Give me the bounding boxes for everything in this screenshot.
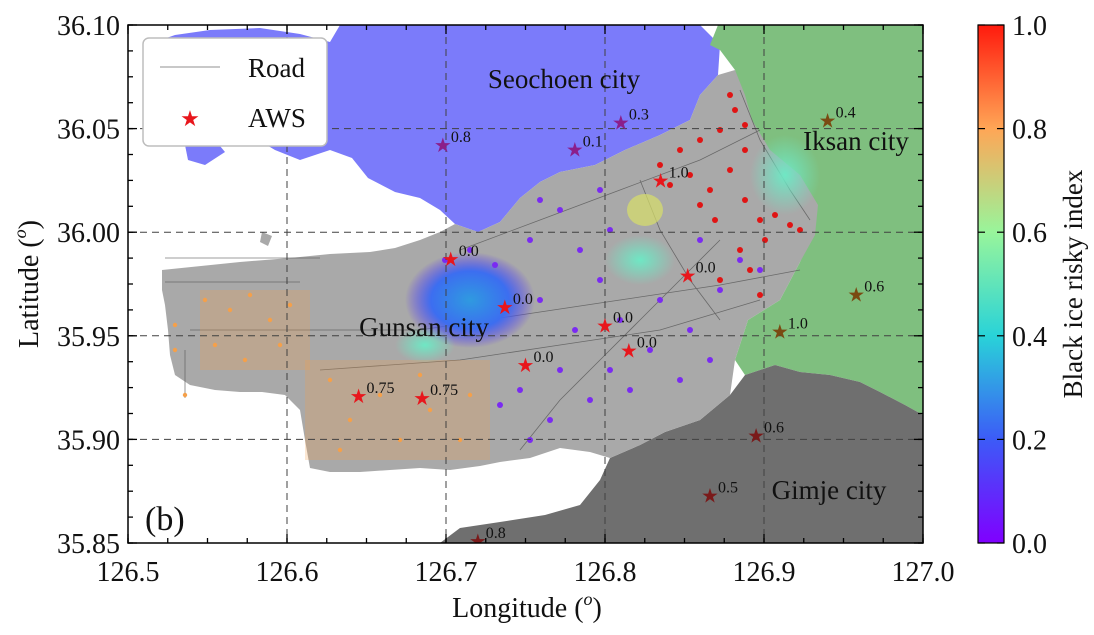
aws-station-star-icon: ★ — [434, 135, 452, 157]
region-label-gunsan: Gunsan city — [359, 312, 489, 342]
colorbar-ticks: 0.0 0.2 0.4 0.6 0.8 1.0 — [978, 11, 1047, 560]
aws-station-value: 0.0 — [613, 309, 633, 326]
aws-station-star-icon: ★ — [469, 531, 487, 553]
colorbar-label: Black ice risky index — [1058, 169, 1088, 398]
x-tick-label: 126.6 — [256, 557, 319, 588]
aws-station-value: 0.8 — [451, 129, 471, 146]
legend: Road ★ AWS — [142, 37, 328, 147]
aws-station-value: 0.1 — [583, 133, 603, 150]
aws-station-star-icon: ★ — [679, 266, 697, 288]
aws-station-value: 0.6 — [764, 419, 784, 436]
region-label-gimje: Gimje city — [772, 475, 887, 505]
colorbar: 0.0 0.2 0.4 0.6 0.8 1.0 Black ice risky index — [977, 11, 1088, 560]
aws-station-value: 0.3 — [629, 106, 649, 123]
aws-station-value: 0.5 — [718, 479, 738, 496]
aws-station-value: 0.0 — [534, 349, 554, 366]
x-tick-label: 126.8 — [574, 557, 637, 588]
aws-station-value: 0.0 — [513, 291, 533, 308]
aws-station-star-icon: ★ — [819, 110, 837, 132]
risk-cluster-blue — [405, 252, 535, 348]
panel-label: (b) — [145, 501, 185, 538]
colorbar-tick-label: 0.0 — [1012, 529, 1047, 560]
risk-cluster-orange — [172, 290, 490, 460]
aws-station-value: 0.0 — [459, 243, 479, 260]
colorbar-tick-label: 0.2 — [1012, 425, 1047, 456]
x-tick-labels: 126.5 126.6 126.7 126.8 126.9 127.0 — [97, 557, 955, 588]
aws-station-star-icon: ★ — [413, 388, 431, 410]
aws-station-value: 0.4 — [836, 104, 856, 121]
colorbar-tick-label: 0.6 — [1012, 218, 1047, 249]
aws-station-value: 1.0 — [788, 316, 808, 333]
region-gunsan-islet — [260, 232, 272, 246]
region-label-iksan: Iksan city — [803, 126, 909, 156]
y-tick-label: 36.10 — [57, 11, 120, 42]
legend-box — [142, 37, 328, 147]
aws-station-star-icon: ★ — [771, 322, 789, 344]
aws-station-star-icon: ★ — [442, 249, 460, 271]
map-plot-area: Seochoen city Iksan city Gimje city Guns… — [128, 25, 923, 553]
y-tick-labels: 35.85 35.90 35.95 36.00 36.05 36.10 — [57, 11, 120, 560]
risk-cluster-yellow — [627, 194, 663, 226]
legend-aws-label: AWS — [248, 103, 306, 133]
aws-station-star-icon: ★ — [496, 297, 514, 319]
aws-station-value: 0.0 — [637, 334, 657, 351]
y-tick-label: 36.05 — [57, 115, 120, 146]
aws-station-star-icon: ★ — [701, 485, 719, 507]
aws-station-star-icon: ★ — [596, 315, 614, 337]
aws-stations: ★ 0.75 ★ 0.75★ 0.0★ 0.0★ 0.0★ 0.0★ 0.0★ 0.0★ 1.0★ 1… — [350, 104, 885, 553]
colorbar-tick-label: 0.4 — [1012, 322, 1047, 353]
axis-ticks — [127, 24, 924, 544]
risk-cluster-cyan — [605, 235, 675, 285]
y-tick-label: 35.95 — [57, 322, 120, 353]
aws-station-value: 0.75 — [430, 382, 458, 399]
colorbar-tick-label: 1.0 — [1012, 11, 1047, 42]
colorbar-gradient — [977, 24, 1005, 544]
aws-station-value: 1.0 — [669, 164, 689, 181]
region-label-seochoen: Seochoen city — [488, 64, 641, 94]
x-tick-label: 126.5 — [97, 557, 160, 588]
aws-station-star-icon: ★ — [847, 284, 865, 306]
x-tick-label: 126.9 — [733, 557, 796, 588]
colorbar-tick-label: 0.8 — [1012, 115, 1047, 146]
y-tick-label: 36.00 — [57, 218, 120, 249]
y-tick-label: 35.85 — [57, 529, 120, 560]
aws-station-value: 0.75 — [367, 380, 395, 397]
legend-road-label: Road — [248, 53, 305, 83]
aws-station-star-icon: ★ — [747, 425, 765, 447]
aws-station-value: 0.6 — [864, 278, 884, 295]
aws-station-star-icon: ★ — [620, 340, 638, 362]
aws-station-star-icon: ★ — [652, 170, 670, 192]
risk-points — [172, 92, 820, 460]
legend-aws-star-icon: ★ — [180, 106, 200, 131]
aws-station-value: 0.0 — [696, 260, 716, 277]
risk-cluster-cyan — [750, 135, 820, 215]
x-tick-label: 127.0 — [892, 557, 955, 588]
y-tick-label: 35.90 — [57, 425, 120, 456]
aws-station-star-icon: ★ — [566, 139, 584, 161]
risk-cluster-red — [657, 92, 803, 298]
aws-station-value: 0.8 — [486, 525, 506, 542]
x-axis-label: Longitude (o) — [452, 589, 602, 624]
region-gimje — [440, 365, 923, 543]
x-tick-label: 126.7 — [415, 557, 478, 588]
aws-station-star-icon: ★ — [517, 355, 535, 377]
aws-station-star-icon: ★ — [612, 112, 630, 134]
y-axis-label: Latitude (o) — [10, 220, 45, 348]
aws-station-star-icon: ★ — [350, 386, 368, 408]
